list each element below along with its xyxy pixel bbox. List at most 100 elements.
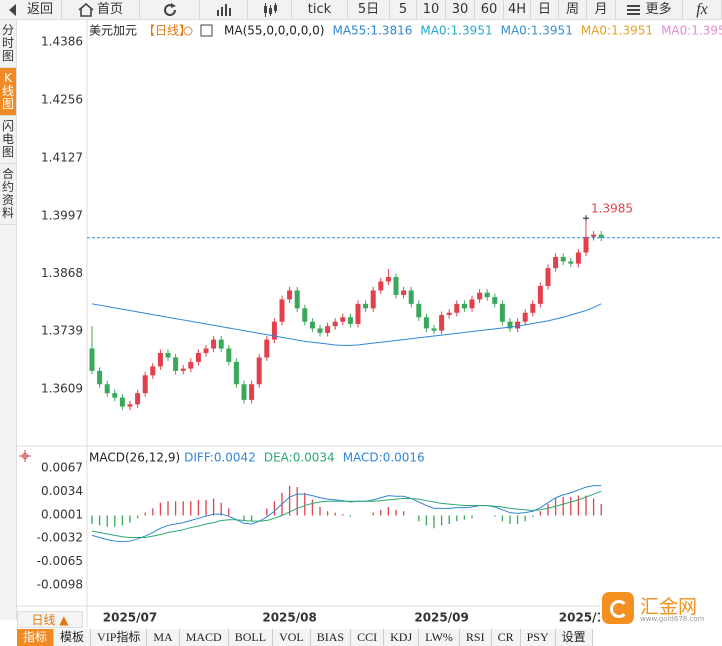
candle-body (575, 252, 581, 264)
y-tick-label: 1.3739 (41, 324, 83, 338)
candle-body (142, 375, 148, 394)
indicator-tab[interactable]: MA (147, 629, 180, 646)
candle-body (173, 357, 179, 371)
toolbar-button[interactable]: 30 (446, 0, 475, 19)
candle-body (507, 321, 513, 329)
toolbar-button[interactable]: 4H (504, 0, 531, 19)
toolbar-button[interactable]: 首页 (62, 0, 140, 19)
button-label: 周 (565, 2, 579, 17)
candle-body (157, 352, 163, 367)
indicator: MA(55,0,0,0,0,0) (224, 24, 324, 38)
max-label: 1.3985 (591, 202, 633, 216)
y-tick-label: 0.0034 (41, 484, 83, 498)
candle-body (461, 303, 467, 309)
toolbar-button[interactable]: 日 (531, 0, 559, 19)
indicator-tab[interactable]: RSI (460, 629, 492, 646)
ma-label: MA0:1.3951 (501, 24, 573, 38)
period-label: 【日线】 (143, 24, 191, 38)
candle-body (370, 290, 376, 309)
button-label: 月 (594, 2, 608, 17)
logo-url: www.gold678.com (640, 615, 705, 623)
candle-body (347, 317, 353, 324)
side-tab[interactable]: 分时图 (0, 20, 16, 68)
indicator-tab[interactable]: 指标 (17, 629, 55, 646)
candle-body (256, 357, 262, 385)
candle-body (568, 261, 574, 264)
side-tab[interactable]: 闪电图 (0, 116, 16, 164)
macd-icon (19, 450, 31, 462)
side-tab[interactable]: 合约资料 (0, 164, 16, 225)
sidebar: 分时图 K线图 闪电图 合约资料 (0, 20, 17, 620)
toolbar-button[interactable] (248, 0, 292, 19)
y-tick-label: 1.4386 (41, 35, 83, 49)
candle-body (135, 393, 141, 405)
candle-body (294, 290, 300, 309)
y-tick-label: 0.0067 (41, 460, 83, 474)
candle-body (279, 299, 285, 322)
toolbar: 返回 首页 tick 5日 5 10 30 60 4H 日周月 更多 fx (0, 0, 722, 20)
candle-body (553, 256, 559, 269)
candle-body (180, 368, 186, 371)
candle-body (309, 321, 315, 329)
indicator-tab[interactable]: 模板 (54, 629, 92, 646)
indicator-tab[interactable]: VIP指标 (91, 629, 148, 646)
indicator-tab[interactable]: BOLL (229, 629, 274, 646)
period-icon (183, 26, 193, 36)
candle-body (363, 303, 369, 309)
y-tick-label: -0.0098 (37, 578, 83, 592)
toolbar-button[interactable] (140, 0, 200, 19)
macd-label: MACD:0.0016 (343, 451, 425, 465)
toolbar-button[interactable]: tick (292, 0, 348, 19)
indicator-tabs: 指标 模板 VIP指标 MA MACD BOLL VOL BIAS CCI KDJ LW% RSI CR… (17, 629, 593, 646)
toolbar-button[interactable]: fx (683, 0, 722, 19)
candle-body (431, 328, 437, 331)
indicator-tab[interactable]: 设置 (556, 629, 593, 646)
candle-body (385, 277, 391, 282)
toolbar-button[interactable]: 10 (417, 0, 446, 19)
candle-body (492, 297, 498, 304)
candle-body (317, 328, 323, 333)
candle-body (188, 361, 194, 369)
indicator-tab[interactable]: VOL (273, 629, 311, 646)
toolbar-button[interactable]: 返回 (0, 0, 62, 19)
candle-body (195, 352, 201, 362)
indicator-tab[interactable]: PSY (521, 629, 556, 646)
side-tab[interactable]: K线图 (0, 68, 16, 116)
x-tick-label: 2025/07 (103, 611, 157, 625)
period-selector[interactable]: 日线 ▲ (17, 611, 83, 628)
candle-body (332, 321, 338, 327)
candle-body (302, 308, 308, 322)
toolbar-button[interactable]: 5日 (348, 0, 390, 19)
indicator-tab[interactable]: MACD (180, 629, 229, 646)
button-label: 首页 (96, 2, 123, 17)
indicator-tab[interactable]: CR (492, 629, 521, 646)
indicator-tab[interactable]: KDJ (384, 629, 420, 646)
toolbar-button[interactable]: 更多 (616, 0, 683, 19)
ma-label: MA0:1.3951 (661, 24, 722, 38)
candle-body (515, 321, 521, 329)
candle-body (560, 256, 566, 262)
x-tick-label: 2025/09 (414, 611, 468, 625)
candle-body (340, 317, 346, 322)
candle-body (537, 285, 543, 304)
indicator-tab[interactable]: BIAS (311, 629, 352, 646)
ma-line (91, 303, 602, 346)
button-label: 30 (451, 2, 469, 17)
toolbar-button[interactable]: 5 (390, 0, 417, 19)
y-tick-label: 1.3609 (41, 382, 83, 396)
toolbar-button[interactable]: 60 (475, 0, 504, 19)
toolbar-button[interactable] (200, 0, 248, 19)
indicator-tab[interactable]: CCI (351, 629, 385, 646)
ma-label: MA55:1.3816 (332, 24, 412, 38)
candle-body (401, 290, 407, 295)
toolbar-button[interactable]: 周 (559, 0, 587, 19)
toolbar-button[interactable]: 月 (587, 0, 616, 19)
indicator-tab[interactable]: LW% (419, 629, 460, 646)
button-label: 4H (507, 2, 527, 17)
candle-body (97, 370, 103, 385)
y-tick-label: 0.0001 (41, 507, 83, 521)
candle-body (484, 292, 490, 298)
icon (78, 2, 94, 17)
